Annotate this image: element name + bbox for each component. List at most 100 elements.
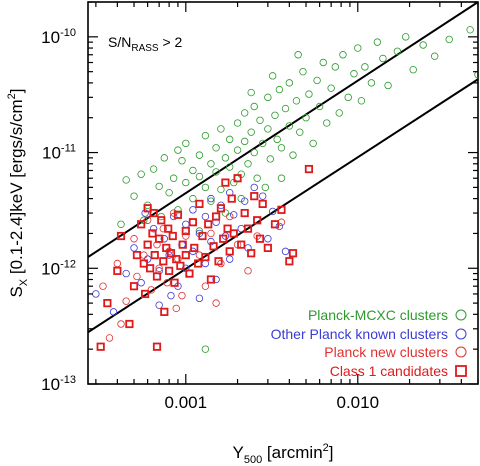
data-point-square (206, 275, 216, 284)
data-point-circle (174, 146, 182, 154)
legend-marker-circle (455, 328, 467, 340)
data-point-circle (309, 139, 317, 148)
data-point-circle (292, 97, 301, 105)
data-point-circle (207, 194, 215, 203)
data-point-circle (105, 334, 114, 342)
data-point-circle (296, 128, 304, 136)
data-point-square (152, 272, 162, 281)
data-point-square (247, 249, 256, 258)
data-point-circle (130, 192, 138, 200)
data-point-circle (271, 111, 279, 119)
data-point-circle (281, 104, 290, 113)
data-point-square (250, 192, 259, 201)
data-point-circle (266, 155, 275, 163)
data-point-circle (409, 66, 417, 74)
data-point-circle (137, 279, 145, 287)
data-point-square (178, 240, 187, 249)
series-0 (117, 26, 478, 353)
data-point-circle (207, 229, 215, 238)
data-point-square (227, 194, 236, 203)
data-point-circle (430, 52, 439, 60)
data-point-square (125, 319, 134, 329)
data-point-circle (182, 178, 190, 187)
data-point-circle (233, 146, 242, 154)
data-point-square (181, 226, 190, 236)
data-point-circle (182, 232, 190, 240)
data-point-circle (159, 224, 168, 233)
data-point-circle (122, 176, 130, 184)
data-point-square (168, 231, 177, 241)
data-point-circle (384, 81, 392, 90)
data-point-square (113, 266, 122, 275)
data-point-circle (195, 151, 204, 159)
data-point-square (165, 266, 174, 275)
data-point-circle (354, 44, 362, 52)
data-point-circle (130, 244, 138, 252)
data-point-square (145, 264, 155, 273)
data-point-square (162, 243, 171, 253)
data-point-circle (169, 209, 178, 217)
data-point-square (225, 247, 234, 256)
data-point-square (185, 269, 194, 278)
data-point-square (157, 216, 166, 225)
data-point-circle (259, 192, 267, 200)
data-point-square (214, 257, 223, 266)
data-point-square (96, 342, 105, 351)
data-point-circle (217, 185, 225, 194)
data-point-circle (373, 38, 382, 46)
data-point-circle (240, 137, 249, 146)
data-point-circle (172, 304, 180, 313)
data-point-circle (155, 182, 163, 191)
data-point-circle (195, 294, 204, 303)
data-point-circle (133, 272, 141, 281)
data-point-circle (217, 125, 225, 133)
data-point-circle (160, 235, 169, 243)
data-point-circle (212, 275, 220, 284)
legend-marker-circle (455, 346, 467, 358)
legend: Planck-MCXC clusters Other Planck known c… (271, 307, 467, 379)
data-point-circle (113, 259, 122, 268)
data-point-circle (226, 135, 234, 144)
data-point-circle (285, 122, 294, 130)
data-point-square (150, 250, 159, 260)
data-point-circle (277, 174, 286, 182)
plot-area (87, 1, 479, 385)
data-point-square (194, 259, 203, 268)
data-point-square (173, 210, 183, 219)
data-point-square (233, 174, 242, 183)
data-point-circle (331, 63, 339, 71)
data-point-circle (207, 160, 215, 168)
data-point-square (304, 164, 314, 174)
data-point-square (285, 257, 294, 266)
data-point-square (148, 229, 157, 238)
data-point-square (137, 220, 146, 229)
data-point-circle (155, 301, 163, 309)
data-point-circle (285, 79, 294, 87)
data-point-circle (367, 79, 376, 87)
data-point-square (277, 205, 286, 214)
data-point-circle (230, 211, 238, 219)
data-point-square (243, 224, 253, 233)
data-point-circle (140, 251, 148, 259)
data-point-circle (201, 282, 210, 290)
data-point-circle (201, 259, 210, 268)
data-point-circle (302, 114, 310, 122)
data-point-circle (289, 151, 297, 159)
data-point-square (190, 243, 199, 253)
data-point-square (219, 234, 228, 243)
data-point-circle (264, 235, 272, 243)
data-point-square (170, 278, 179, 287)
legend-marker-square (455, 365, 467, 377)
data-point-square (198, 231, 207, 241)
data-point-square (229, 229, 238, 238)
data-point-circle (195, 172, 204, 181)
data-point-circle (226, 255, 234, 263)
data-point-circle (130, 235, 138, 243)
data-point-circle (207, 197, 215, 205)
data-point-square (141, 289, 150, 299)
data-point-circle (253, 174, 261, 182)
data-point-circle (264, 93, 272, 102)
data-point-circle (189, 206, 197, 214)
data-point-circle (273, 135, 281, 144)
